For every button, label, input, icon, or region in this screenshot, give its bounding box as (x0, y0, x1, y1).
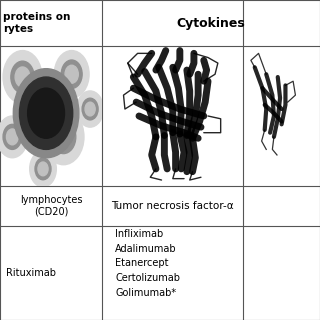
Circle shape (77, 91, 103, 127)
Circle shape (15, 67, 30, 87)
Text: lymphocytes
(CD20): lymphocytes (CD20) (20, 195, 83, 216)
Circle shape (20, 77, 73, 149)
Text: Infliximab
Adalimumab
Etanercept
Certolizumab
Golimumab*: Infliximab Adalimumab Etanercept Certoli… (115, 229, 180, 298)
Text: Tumor necrosis factor-α: Tumor necrosis factor-α (111, 201, 234, 211)
Circle shape (65, 65, 78, 83)
Circle shape (28, 88, 65, 138)
Circle shape (82, 98, 98, 120)
Circle shape (3, 51, 42, 103)
Circle shape (85, 102, 95, 116)
Circle shape (51, 120, 76, 154)
Circle shape (13, 69, 79, 158)
Circle shape (54, 51, 89, 98)
Circle shape (30, 151, 56, 187)
Text: proteins on
rytes: proteins on rytes (3, 12, 71, 34)
Circle shape (3, 124, 21, 149)
Circle shape (6, 129, 18, 145)
Circle shape (43, 109, 84, 165)
Circle shape (11, 61, 34, 93)
Circle shape (0, 116, 28, 158)
Circle shape (38, 162, 48, 176)
Circle shape (56, 126, 71, 148)
Text: Rituximab: Rituximab (6, 268, 56, 278)
Circle shape (35, 158, 51, 180)
Text: Cytokines: Cytokines (177, 17, 245, 30)
Circle shape (61, 60, 82, 88)
